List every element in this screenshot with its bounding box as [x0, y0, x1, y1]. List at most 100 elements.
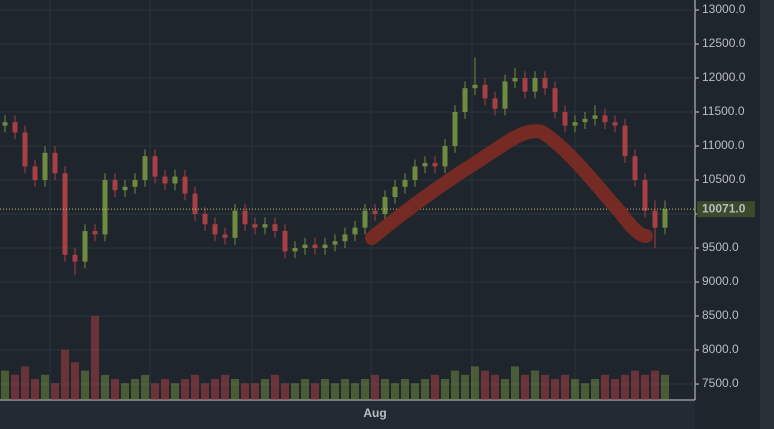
candle-body — [52, 152, 58, 174]
candle-body — [142, 156, 148, 181]
y-tick-label: 10500.0 — [702, 172, 746, 186]
y-tick-label: 9500.0 — [702, 240, 739, 254]
volume-bar — [501, 379, 509, 400]
hand-drawn-stroke — [365, 124, 653, 245]
volume-bar — [411, 383, 419, 400]
volume-bar — [41, 374, 49, 400]
candle-body — [612, 122, 618, 126]
candle-body — [562, 112, 568, 126]
candle-body — [102, 180, 108, 235]
volume-bar — [551, 379, 559, 400]
candle-body — [602, 115, 608, 123]
last-price-label: 10071.0 — [702, 201, 746, 215]
volume-bar — [581, 383, 589, 400]
volume-bar — [21, 366, 29, 400]
candle-body — [482, 84, 488, 99]
last-price-box — [697, 201, 755, 218]
candle-body — [182, 176, 188, 194]
volume-bar — [321, 379, 329, 400]
volume-bar — [131, 379, 139, 400]
volume-bar — [11, 374, 19, 400]
volume-bar — [651, 370, 659, 400]
volume-bar — [201, 383, 209, 400]
volume-bar — [601, 374, 609, 400]
volume-bar — [561, 374, 569, 400]
volume-bar — [101, 374, 109, 400]
volume-bar — [371, 374, 379, 400]
volume-bar — [291, 383, 299, 400]
volume-bar — [121, 383, 129, 400]
candle-body — [82, 231, 88, 262]
volume-bar — [31, 379, 39, 400]
volume-bar — [91, 316, 99, 400]
candle-body — [362, 210, 368, 228]
candle-body — [372, 210, 378, 215]
volume-bar — [181, 379, 189, 400]
candle-body — [512, 78, 518, 82]
volume-bar — [341, 379, 349, 400]
volume-bar — [481, 370, 489, 400]
volume-bar — [421, 379, 429, 400]
volume-bar — [351, 383, 359, 400]
candle-body — [2, 122, 8, 126]
y-tick-label: 9000.0 — [702, 274, 739, 288]
volume-bar — [521, 374, 529, 400]
volume-bar — [531, 370, 539, 400]
volume-bar — [331, 383, 339, 400]
candle-body — [582, 118, 588, 123]
candle-body — [322, 244, 328, 249]
volume-bar — [511, 366, 519, 400]
candle-body — [162, 176, 168, 184]
volume-bar — [141, 374, 149, 400]
candle-body — [212, 224, 218, 235]
candle-body — [572, 122, 578, 126]
candle-body — [192, 193, 198, 215]
y-tick-label: 8000.0 — [702, 342, 739, 356]
y-tick-label: 12000.0 — [702, 70, 746, 84]
candle-body — [272, 224, 278, 232]
candle-body — [282, 231, 288, 252]
volume-bar — [641, 374, 649, 400]
candle-body — [492, 98, 498, 109]
candle-body — [402, 180, 408, 187]
candle-body — [172, 176, 178, 184]
volume-bar — [151, 383, 159, 400]
volume-bar — [191, 374, 199, 400]
candle-body — [462, 88, 468, 113]
volume-bar — [591, 379, 599, 400]
side-strip — [760, 0, 774, 429]
candle-body — [92, 231, 98, 235]
volume-bar — [631, 370, 639, 400]
volume-bar — [1, 370, 9, 400]
candle-body — [12, 122, 18, 133]
y-tick-label: 8500.0 — [702, 308, 739, 322]
candle-body — [152, 156, 158, 177]
candle-body — [382, 197, 388, 215]
y-tick-label: 13000.0 — [702, 2, 746, 16]
candle-body — [112, 180, 118, 191]
candle-body — [542, 78, 548, 89]
candle-body — [132, 180, 138, 187]
candle-body — [72, 254, 78, 262]
volume-bar — [241, 383, 249, 400]
candle-body — [292, 248, 298, 252]
candle-body — [32, 166, 38, 181]
candle-body — [42, 152, 48, 181]
volume-bar — [271, 374, 279, 400]
candle-body — [662, 209, 668, 228]
candle-body — [592, 115, 598, 119]
volume-bar — [621, 374, 629, 400]
volume-bar — [391, 383, 399, 400]
volume-bar — [611, 379, 619, 400]
candle-body — [502, 81, 508, 109]
grid — [49, 0, 576, 400]
candle-body — [262, 224, 268, 228]
candle-body — [62, 173, 68, 255]
volume-bar — [211, 379, 219, 400]
candle-body — [532, 78, 538, 92]
candle-body — [232, 210, 238, 238]
candle-body — [522, 78, 528, 92]
volume-bar — [661, 374, 669, 400]
